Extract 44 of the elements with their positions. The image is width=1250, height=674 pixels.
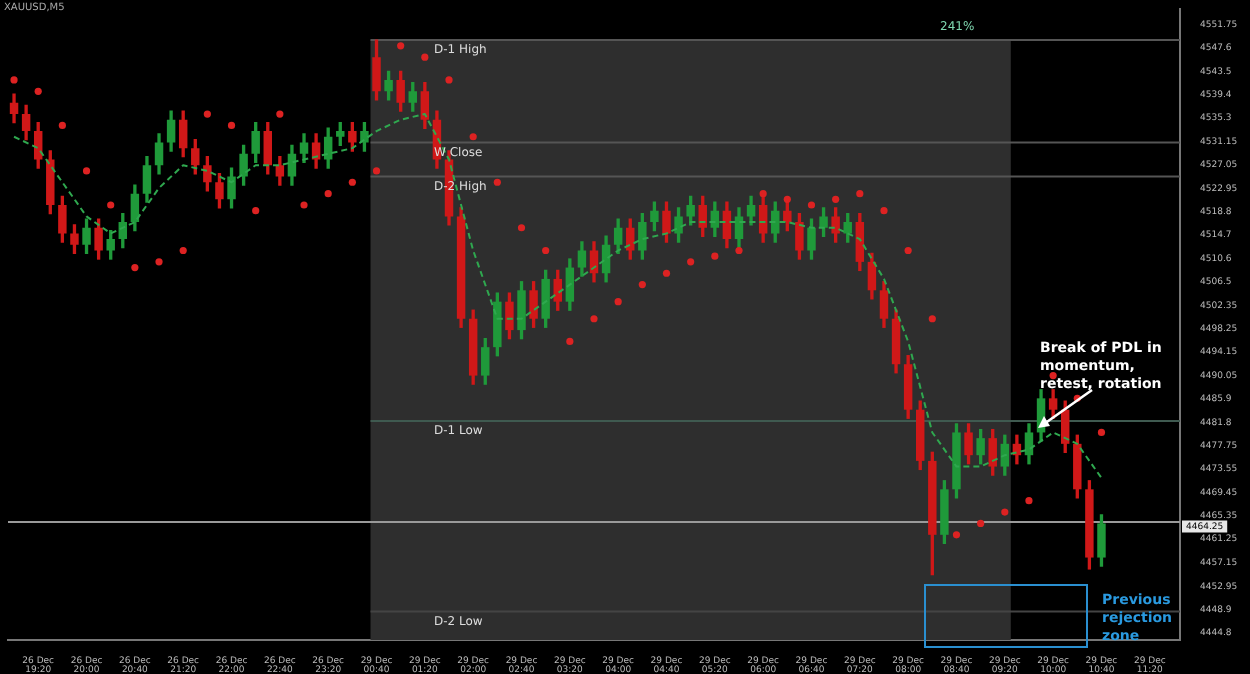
point [1025,497,1033,505]
point [977,519,985,528]
point [566,337,574,346]
point [227,121,236,129]
point [904,246,912,255]
point [34,87,42,95]
point [107,201,115,209]
point [421,53,429,61]
point [58,121,66,129]
point [590,315,598,323]
point [807,201,816,209]
point [928,315,936,323]
point [131,263,139,272]
point [832,195,840,203]
point [324,190,332,198]
point [1097,428,1106,437]
point [880,207,888,215]
point [10,76,18,84]
point [614,298,622,306]
point [662,269,671,277]
point [493,178,501,186]
point [348,178,356,186]
point [203,110,211,118]
point [397,42,405,50]
point [711,252,719,260]
point [1001,508,1009,516]
point [179,246,187,255]
point [759,190,767,198]
point [300,201,308,209]
point [155,258,163,266]
point [783,195,791,203]
point [952,531,961,539]
point [82,167,91,175]
point [735,246,743,255]
point [372,167,381,175]
point [856,190,864,198]
point [276,110,284,118]
point [252,207,260,215]
point [638,281,646,289]
point [517,224,526,232]
point [542,246,550,255]
point [687,258,695,266]
point [445,76,453,84]
point [469,133,477,141]
